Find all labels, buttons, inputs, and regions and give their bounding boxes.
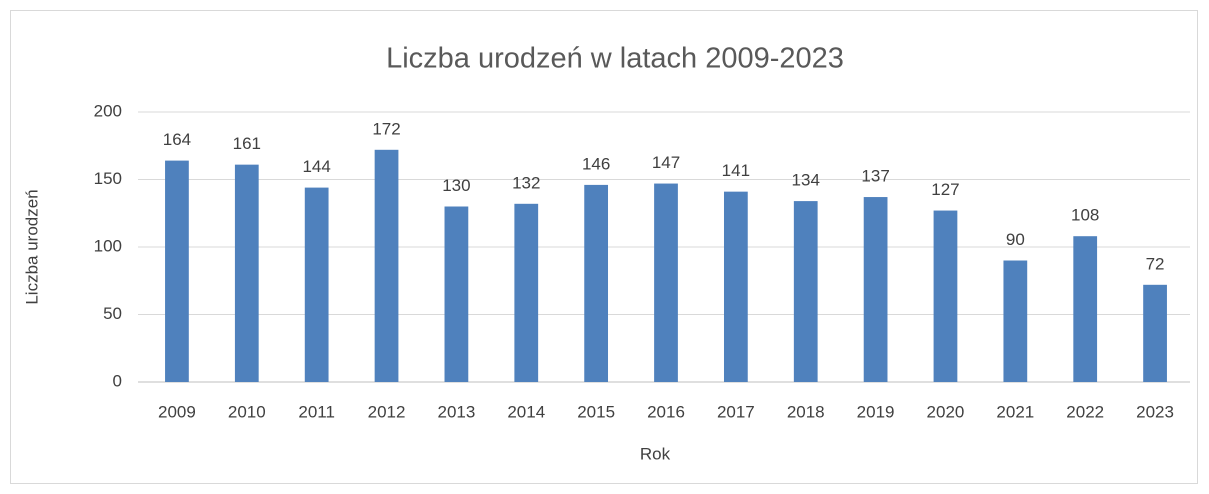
chart-title: Liczba urodzeń w latach 2009-2023 (386, 43, 844, 75)
x-axis-label: Rok (640, 444, 671, 463)
bar (584, 184, 609, 382)
bar (723, 191, 748, 382)
data-label: 127 (931, 180, 959, 199)
bar (234, 164, 259, 382)
bar (1143, 284, 1167, 382)
bar (444, 206, 469, 382)
x-tick-label: 2019 (857, 402, 895, 421)
data-label: 134 (792, 171, 820, 190)
bar (1073, 236, 1098, 382)
x-tick-label: 2015 (577, 402, 615, 421)
x-tick-label: 2009 (158, 402, 196, 421)
data-label: 161 (233, 134, 261, 153)
data-label: 108 (1071, 206, 1099, 225)
y-tick-label: 50 (103, 304, 122, 323)
data-label: 132 (512, 173, 540, 192)
data-label: 137 (861, 167, 889, 186)
y-tick-label: 0 (113, 371, 122, 390)
data-label: 146 (582, 154, 610, 173)
x-tick-label: 2020 (927, 402, 965, 421)
data-label: 164 (163, 130, 191, 149)
x-tick-label: 2018 (787, 402, 825, 421)
data-label: 130 (442, 176, 470, 195)
bar (514, 203, 539, 382)
bar (374, 149, 399, 382)
bar (165, 160, 189, 382)
data-label: 172 (372, 119, 400, 138)
x-tick-label: 2013 (437, 402, 475, 421)
bar (304, 187, 329, 382)
x-tick-label: 2012 (368, 402, 406, 421)
y-tick-label: 200 (94, 101, 122, 120)
y-tick-label: 100 (94, 236, 122, 255)
x-tick-label: 2010 (228, 402, 266, 421)
data-label: 144 (302, 157, 330, 176)
bar (863, 197, 888, 382)
bar (793, 201, 818, 382)
x-tick-label: 2011 (298, 402, 335, 421)
y-axis-label: Liczba urodzeń (22, 189, 41, 304)
x-tick-label: 2023 (1136, 402, 1174, 421)
data-label: 141 (722, 161, 750, 180)
x-tick-label: 2016 (647, 402, 685, 421)
bar (1003, 260, 1028, 382)
data-label: 90 (1006, 230, 1025, 249)
x-tick-label: 2022 (1066, 402, 1104, 421)
x-tick-label: 2014 (507, 402, 545, 421)
data-label: 147 (652, 153, 680, 172)
y-tick-label: 150 (94, 169, 122, 188)
data-label: 72 (1146, 254, 1165, 273)
bar (654, 183, 678, 382)
x-tick-label: 2017 (717, 402, 755, 421)
bar (933, 210, 958, 382)
x-tick-label: 2021 (996, 402, 1034, 421)
